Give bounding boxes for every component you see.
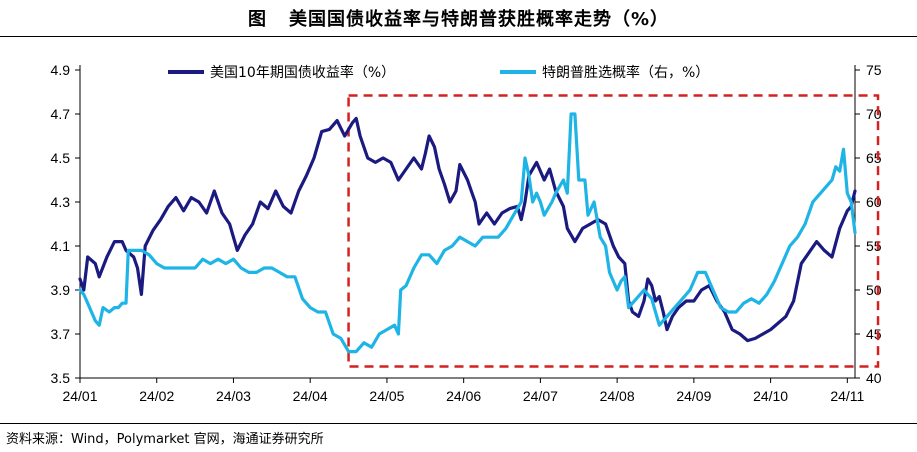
left-tick-label: 3.9 (51, 282, 71, 298)
left-tick-label: 3.7 (51, 326, 71, 342)
right-tick-label: 40 (866, 370, 882, 386)
right-tick-label: 75 (866, 62, 882, 78)
legend-treasury-label: 美国10年期国债收益率（%） (210, 64, 395, 81)
right-tick-label: 50 (866, 282, 882, 298)
right-tick-label: 70 (866, 106, 882, 122)
source-note: 资料来源：Wind，Polymarket 官网，海通证券研究所 (6, 432, 324, 447)
left-tick-label: 4.9 (51, 62, 71, 78)
x-tick-label: 24/05 (369, 388, 404, 404)
x-tick-label: 24/04 (293, 388, 328, 404)
x-tick-label: 24/06 (446, 388, 481, 404)
x-tick-label: 24/01 (62, 388, 97, 404)
source-rule (0, 423, 917, 424)
right-tick-label: 55 (866, 238, 882, 254)
chart-title-bar: 图 美国国债收益率与特朗普获胜概率走势（%） (0, 0, 917, 36)
x-tick-label: 24/07 (523, 388, 558, 404)
title-rule (0, 36, 917, 37)
highlight-region-box (347, 94, 880, 368)
chart-title: 美国国债收益率与特朗普获胜概率走势（%） (288, 9, 670, 30)
x-tick-label: 24/09 (676, 388, 711, 404)
x-tick-label: 24/03 (216, 388, 251, 404)
trump-probability-line (78, 112, 857, 354)
x-tick-label: 24/10 (753, 388, 788, 404)
x-tick-label: 24/02 (139, 388, 174, 404)
chart-canvas: 3.5 3.7 3.9 4.1 4.3 4.5 4.7 4.9 40 45 50 55 60 65 70 75… (51, 62, 882, 404)
left-tick-label: 4.7 (51, 106, 71, 122)
left-tick-label: 3.5 (51, 370, 71, 386)
right-tick-label: 45 (866, 326, 882, 342)
right-tick-label: 60 (866, 194, 882, 210)
x-tick-label: 24/11 (830, 388, 864, 404)
legend-trump-label: 特朗普胜选概率（右，%） (542, 64, 709, 81)
figure-prefix: 图 (247, 9, 267, 30)
right-tick-label: 65 (866, 150, 882, 166)
left-tick-label: 4.1 (51, 238, 71, 254)
left-tick-label: 4.3 (51, 194, 71, 210)
x-tick-label: 24/08 (600, 388, 635, 404)
left-tick-label: 4.5 (51, 150, 71, 166)
